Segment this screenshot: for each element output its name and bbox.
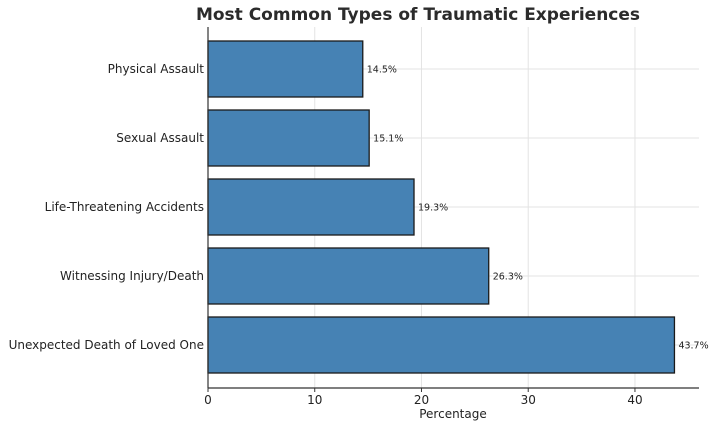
chart-title: Most Common Types of Traumatic Experienc… (196, 5, 640, 25)
value-label: 15.1% (373, 134, 403, 145)
axes (207, 27, 699, 389)
x-tick-label: 40 (627, 393, 642, 407)
x-tick-label: 0 (204, 393, 212, 407)
bar (207, 40, 364, 98)
bars (207, 40, 676, 374)
category-label: Sexual Assault (116, 131, 204, 145)
x-tick-label: 20 (414, 393, 429, 407)
x-axis-label: Percentage (419, 407, 487, 421)
category-label: Life-Threatening Accidents (45, 200, 204, 214)
value-label: 14.5% (367, 65, 397, 76)
y-tick-labels: Physical Assault Sexual Assault Life-Threa… (9, 62, 205, 352)
x-ticks: 0 10 20 30 40 (204, 388, 643, 407)
bar (207, 316, 676, 374)
value-labels: 14.5% 15.1% 19.3% 26.3% 43.7% (367, 65, 709, 352)
bar (207, 178, 415, 236)
value-label: 43.7% (678, 341, 708, 352)
bar (207, 247, 490, 305)
category-label: Unexpected Death of Loved One (9, 338, 204, 352)
category-label: Physical Assault (108, 62, 205, 76)
x-tick-label: 30 (521, 393, 536, 407)
category-label: Witnessing Injury/Death (60, 269, 204, 283)
value-label: 26.3% (493, 272, 523, 283)
bar (207, 109, 370, 167)
x-tick-label: 10 (307, 393, 322, 407)
value-label: 19.3% (418, 203, 448, 214)
